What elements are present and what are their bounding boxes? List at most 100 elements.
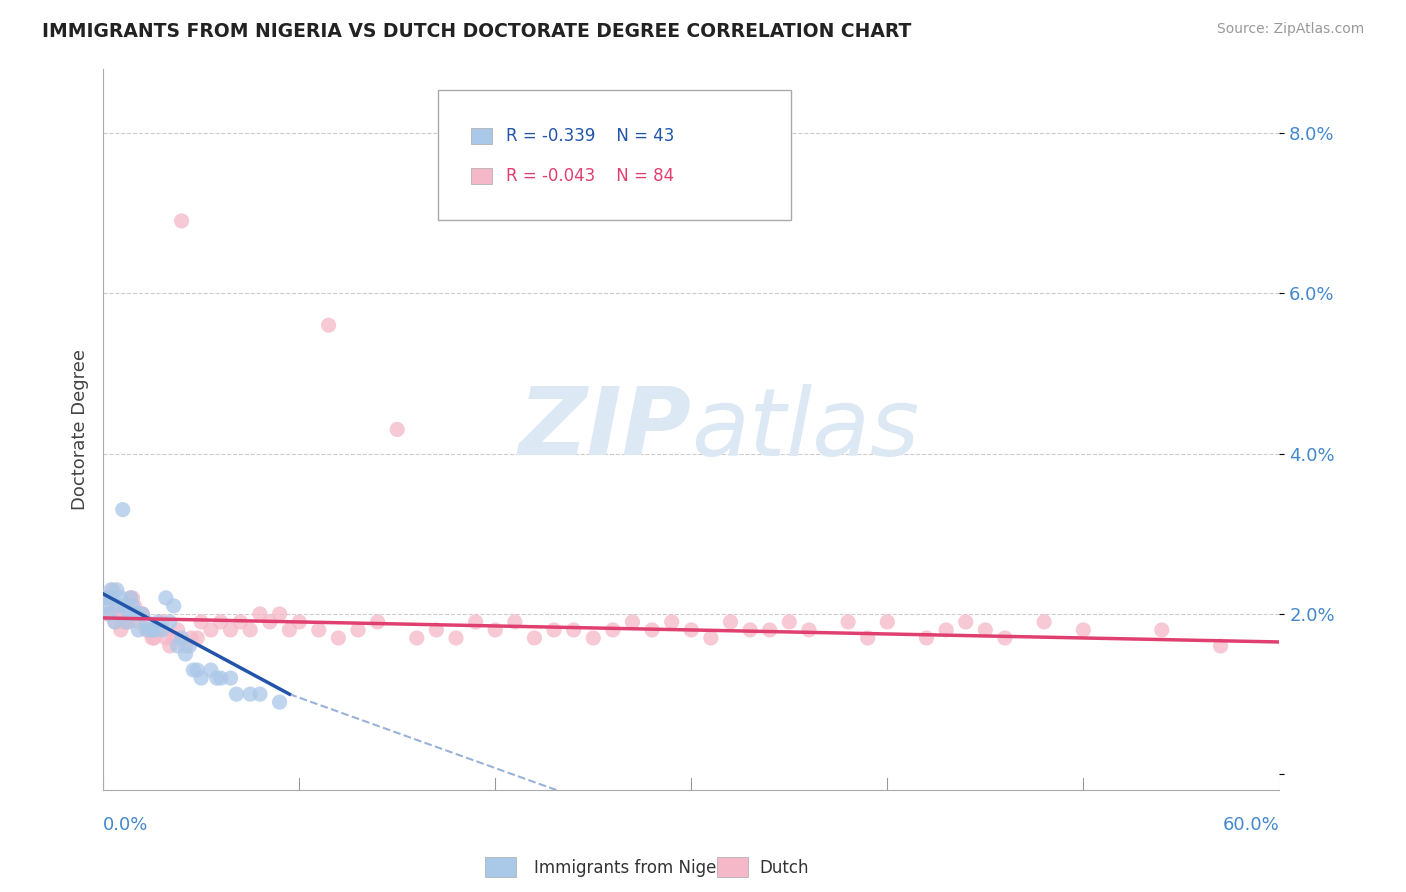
Point xyxy=(98,591,121,605)
Point xyxy=(219,671,242,685)
Point xyxy=(135,615,157,629)
Point xyxy=(129,607,152,621)
Point xyxy=(190,615,212,629)
Point xyxy=(159,639,181,653)
Point xyxy=(100,607,122,621)
Point xyxy=(1073,623,1095,637)
Point xyxy=(239,687,262,701)
Point xyxy=(219,623,242,637)
Point xyxy=(209,615,232,629)
Point xyxy=(155,591,177,605)
Text: atlas: atlas xyxy=(692,384,920,475)
Text: 60.0%: 60.0% xyxy=(1223,815,1279,834)
Point xyxy=(111,615,134,629)
Point xyxy=(641,623,664,637)
Point xyxy=(269,695,291,709)
Point xyxy=(174,647,197,661)
Point xyxy=(205,671,228,685)
Point xyxy=(143,623,166,637)
Point xyxy=(131,607,153,621)
Point xyxy=(425,623,447,637)
Point xyxy=(174,639,197,653)
Point xyxy=(98,607,121,621)
Point xyxy=(141,631,163,645)
Point xyxy=(186,631,208,645)
Point xyxy=(661,615,683,629)
Point xyxy=(170,631,193,645)
Point xyxy=(797,623,820,637)
Point xyxy=(108,599,131,613)
Point xyxy=(101,582,124,597)
Point xyxy=(444,631,467,645)
Point xyxy=(738,623,761,637)
Point xyxy=(288,615,311,629)
Point xyxy=(127,615,149,629)
Point xyxy=(367,615,389,629)
Point xyxy=(249,687,271,701)
Point xyxy=(225,687,247,701)
Point xyxy=(120,591,142,605)
Text: Dutch: Dutch xyxy=(759,859,808,877)
Point xyxy=(778,615,800,629)
Point xyxy=(163,599,186,613)
Point xyxy=(96,599,118,613)
Point xyxy=(135,623,157,637)
Point xyxy=(700,631,723,645)
Point xyxy=(200,663,222,677)
Point xyxy=(131,607,153,621)
Point xyxy=(503,615,526,629)
Text: R = -0.043    N = 84: R = -0.043 N = 84 xyxy=(506,167,675,185)
FancyBboxPatch shape xyxy=(439,90,792,220)
Point xyxy=(179,639,201,653)
Y-axis label: Doctorate Degree: Doctorate Degree xyxy=(72,349,89,510)
Text: Source: ZipAtlas.com: Source: ZipAtlas.com xyxy=(1216,22,1364,37)
Point xyxy=(159,615,181,629)
Point xyxy=(150,615,173,629)
Point xyxy=(105,599,128,613)
Point xyxy=(269,607,291,621)
Point xyxy=(278,623,301,637)
Point xyxy=(209,671,232,685)
Point xyxy=(141,623,163,637)
Point xyxy=(582,631,605,645)
FancyBboxPatch shape xyxy=(471,128,492,145)
Point xyxy=(105,582,128,597)
Point xyxy=(621,615,644,629)
Point xyxy=(110,623,132,637)
Point xyxy=(101,591,124,605)
Point xyxy=(139,623,162,637)
Point xyxy=(146,615,169,629)
Point xyxy=(405,631,427,645)
Point xyxy=(602,623,624,637)
Point xyxy=(146,623,169,637)
Point xyxy=(96,607,118,621)
Point xyxy=(308,623,330,637)
Point xyxy=(758,623,780,637)
Point xyxy=(121,591,143,605)
Point xyxy=(837,615,859,629)
Text: Immigrants from Nigeria: Immigrants from Nigeria xyxy=(534,859,738,877)
Text: IMMIGRANTS FROM NIGERIA VS DUTCH DOCTORATE DEGREE CORRELATION CHART: IMMIGRANTS FROM NIGERIA VS DUTCH DOCTORA… xyxy=(42,22,911,41)
Point xyxy=(166,623,188,637)
Point xyxy=(720,615,742,629)
Point xyxy=(562,623,585,637)
Point xyxy=(994,631,1017,645)
Point xyxy=(681,623,703,637)
Point xyxy=(1150,623,1173,637)
Point xyxy=(190,671,212,685)
Point xyxy=(347,623,370,637)
Point xyxy=(121,599,143,613)
Point xyxy=(328,631,350,645)
Point xyxy=(104,615,127,629)
Point xyxy=(180,631,202,645)
Point xyxy=(117,615,139,629)
Point xyxy=(166,639,188,653)
FancyBboxPatch shape xyxy=(471,168,492,184)
Text: R = -0.339    N = 43: R = -0.339 N = 43 xyxy=(506,128,675,145)
Point xyxy=(125,607,148,621)
Point xyxy=(1209,639,1232,653)
Point xyxy=(543,623,565,637)
Point xyxy=(104,615,127,629)
Point xyxy=(120,591,142,605)
Point xyxy=(163,631,186,645)
